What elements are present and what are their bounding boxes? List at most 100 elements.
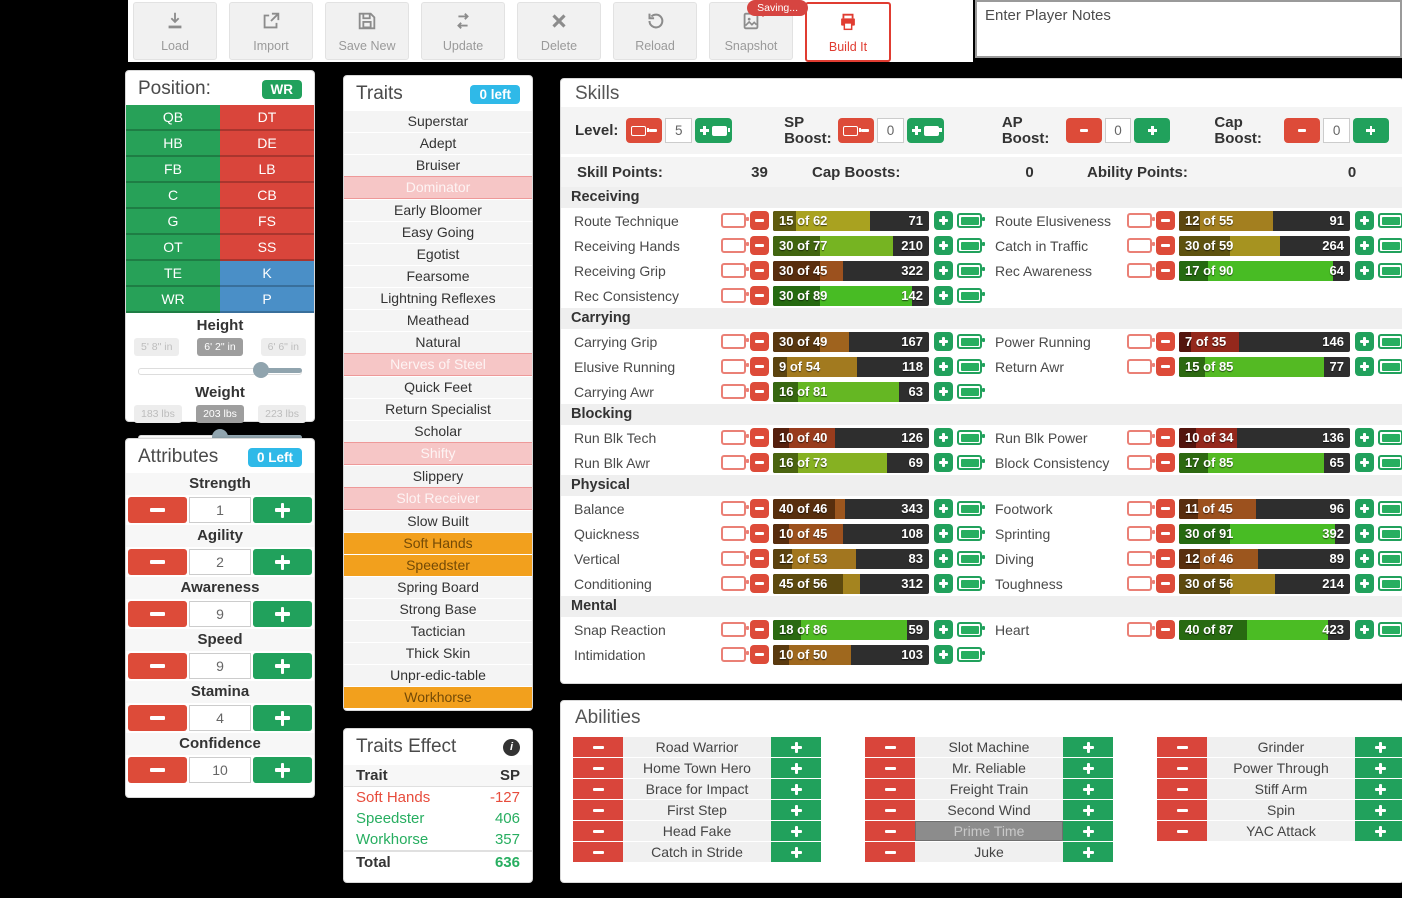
ability-decrease-button[interactable] <box>573 779 623 800</box>
skill-increase-button[interactable] <box>934 236 953 255</box>
decrease-combo-button[interactable] <box>626 118 663 143</box>
trait-item-quick-feet[interactable]: Quick Feet <box>344 376 532 398</box>
skill-decrease-button[interactable] <box>750 211 769 230</box>
skill-decrease-button[interactable] <box>1156 499 1175 518</box>
battery-outline-icon[interactable] <box>721 384 749 399</box>
ability-increase-button[interactable] <box>771 779 821 800</box>
battery-outline-icon[interactable] <box>1127 501 1155 516</box>
battery-filled-icon[interactable] <box>957 622 985 637</box>
decrease-button[interactable] <box>1284 118 1321 143</box>
skill-decrease-button[interactable] <box>750 549 769 568</box>
trait-item-soft-hands[interactable]: Soft Hands <box>344 532 532 554</box>
skill-decrease-button[interactable] <box>1156 261 1175 280</box>
ability-increase-button[interactable] <box>1063 800 1113 821</box>
ability-increase-button[interactable] <box>771 821 821 842</box>
skill-increase-button[interactable] <box>1355 357 1374 376</box>
ability-decrease-button[interactable] <box>865 821 915 842</box>
position-cell-fs[interactable]: FS <box>220 209 314 235</box>
ability-decrease-button[interactable] <box>865 737 915 758</box>
battery-outline-icon[interactable] <box>721 238 749 253</box>
ability-decrease-button[interactable] <box>865 779 915 800</box>
attribute-decrease-button[interactable] <box>128 497 188 523</box>
position-cell-p[interactable]: P <box>220 287 314 313</box>
player-notes-input[interactable] <box>975 0 1402 58</box>
battery-filled-icon[interactable] <box>1378 576 1402 591</box>
battery-outline-icon[interactable] <box>1127 213 1155 228</box>
skill-increase-button[interactable] <box>1355 261 1374 280</box>
ability-decrease-button[interactable] <box>865 842 915 863</box>
battery-outline-icon[interactable] <box>1127 526 1155 541</box>
trait-item-strong-base[interactable]: Strong Base <box>344 598 532 620</box>
battery-filled-icon[interactable] <box>1378 526 1402 541</box>
ability-increase-button[interactable] <box>1063 842 1113 863</box>
decrease-button[interactable] <box>1065 118 1102 143</box>
skill-increase-button[interactable] <box>934 261 953 280</box>
import-button[interactable]: Import <box>229 2 313 60</box>
ability-increase-button[interactable] <box>771 758 821 779</box>
battery-outline-icon[interactable] <box>1127 334 1155 349</box>
increase-button[interactable] <box>1134 118 1171 143</box>
skill-increase-button[interactable] <box>1355 524 1374 543</box>
position-cell-ot[interactable]: OT <box>126 235 220 261</box>
skill-increase-button[interactable] <box>1355 499 1374 518</box>
battery-outline-icon[interactable] <box>1127 576 1155 591</box>
ability-increase-button[interactable] <box>1355 821 1402 842</box>
trait-item-lightning-reflexes[interactable]: Lightning Reflexes <box>344 287 532 309</box>
trait-item-meathead[interactable]: Meathead <box>344 309 532 331</box>
skill-decrease-button[interactable] <box>1156 357 1175 376</box>
ability-increase-button[interactable] <box>1063 821 1113 842</box>
skill-decrease-button[interactable] <box>750 286 769 305</box>
skill-increase-button[interactable] <box>1355 574 1374 593</box>
load-button[interactable]: Load <box>133 2 217 60</box>
ability-increase-button[interactable] <box>771 737 821 758</box>
battery-outline-icon[interactable] <box>721 359 749 374</box>
decrease-combo-button[interactable] <box>838 118 875 143</box>
attribute-value[interactable]: 9 <box>189 601 251 627</box>
battery-outline-icon[interactable] <box>721 430 749 445</box>
skill-increase-button[interactable] <box>934 428 953 447</box>
battery-filled-icon[interactable] <box>957 263 985 278</box>
skill-decrease-button[interactable] <box>1156 549 1175 568</box>
ability-decrease-button[interactable] <box>865 758 915 779</box>
skill-decrease-button[interactable] <box>750 236 769 255</box>
battery-outline-icon[interactable] <box>1127 238 1155 253</box>
increase-combo-button[interactable] <box>906 118 944 143</box>
save-new-button[interactable]: Save New <box>325 2 409 60</box>
skill-increase-button[interactable] <box>1355 549 1374 568</box>
battery-filled-icon[interactable] <box>1378 430 1402 445</box>
position-cell-c[interactable]: C <box>126 183 220 209</box>
battery-outline-icon[interactable] <box>1127 359 1155 374</box>
skill-increase-button[interactable] <box>934 382 953 401</box>
control-value[interactable]: 5 <box>665 118 693 143</box>
ability-decrease-button[interactable] <box>573 821 623 842</box>
battery-filled-icon[interactable] <box>957 501 985 516</box>
position-cell-te[interactable]: TE <box>126 261 220 287</box>
position-cell-g[interactable]: G <box>126 209 220 235</box>
skill-decrease-button[interactable] <box>1156 524 1175 543</box>
ability-decrease-button[interactable] <box>573 737 623 758</box>
ability-increase-button[interactable] <box>771 800 821 821</box>
skill-increase-button[interactable] <box>934 499 953 518</box>
ability-increase-button[interactable] <box>1355 737 1402 758</box>
skill-increase-button[interactable] <box>934 357 953 376</box>
skill-decrease-button[interactable] <box>750 357 769 376</box>
battery-filled-icon[interactable] <box>957 384 985 399</box>
battery-filled-icon[interactable] <box>1378 622 1402 637</box>
skill-increase-button[interactable] <box>934 620 953 639</box>
battery-outline-icon[interactable] <box>721 501 749 516</box>
ability-decrease-button[interactable] <box>865 800 915 821</box>
attribute-increase-button[interactable] <box>252 705 312 731</box>
trait-item-slow-built[interactable]: Slow Built <box>344 510 532 532</box>
skill-increase-button[interactable] <box>1355 332 1374 351</box>
position-cell-wr[interactable]: WR <box>126 287 220 313</box>
battery-outline-icon[interactable] <box>721 526 749 541</box>
trait-item-thick-skin[interactable]: Thick Skin <box>344 642 532 664</box>
ability-increase-button[interactable] <box>1063 779 1113 800</box>
skill-decrease-button[interactable] <box>750 645 769 664</box>
battery-filled-icon[interactable] <box>957 213 985 228</box>
skill-increase-button[interactable] <box>934 332 953 351</box>
battery-filled-icon[interactable] <box>957 334 985 349</box>
skill-decrease-button[interactable] <box>750 574 769 593</box>
skill-increase-button[interactable] <box>1355 428 1374 447</box>
battery-filled-icon[interactable] <box>1378 213 1402 228</box>
